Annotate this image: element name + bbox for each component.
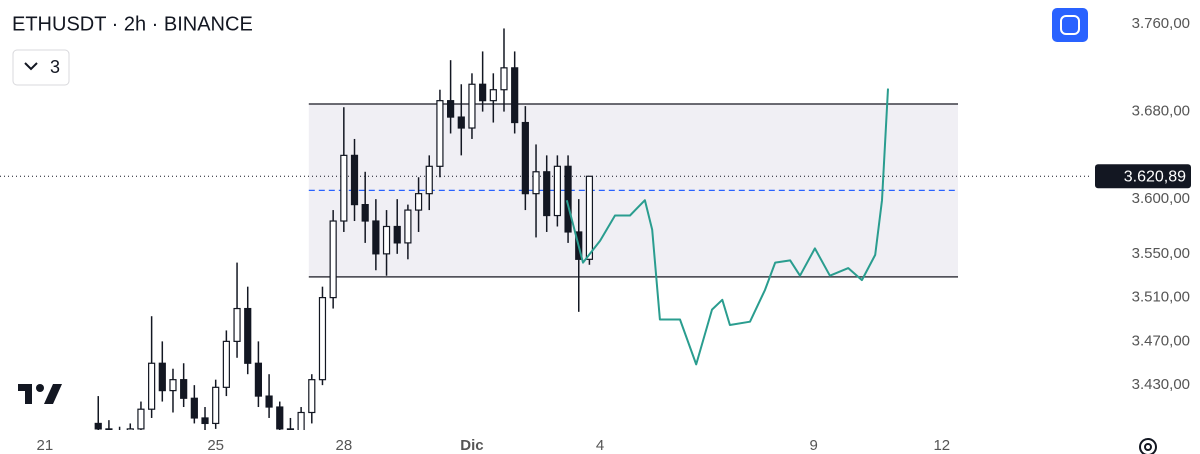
- candle-body: [105, 428, 113, 430]
- candle-body: [511, 67, 519, 124]
- candle-body: [393, 225, 401, 244]
- x-tick-label: 25: [207, 437, 224, 454]
- candle-body: [244, 307, 252, 364]
- indicator-toggle[interactable]: 3: [12, 49, 70, 86]
- button-icon: [1060, 15, 1080, 35]
- candle-body: [180, 379, 188, 399]
- candle-body: [500, 67, 508, 91]
- candle-body: [553, 165, 561, 217]
- logo-part: [44, 384, 62, 404]
- y-tick-label: 3.760,00: [1132, 15, 1190, 32]
- chart-title: ETHUSDT · 2h · BINANCE: [12, 13, 253, 35]
- y-tick-label: 3.600,00: [1132, 190, 1190, 207]
- candle-body: [297, 411, 305, 430]
- candle-body: [404, 209, 412, 244]
- candle-body: [361, 204, 369, 222]
- candle-body: [479, 83, 487, 102]
- candle-body: [169, 379, 177, 392]
- x-tick-label: 21: [37, 437, 54, 454]
- x-tick-label: 12: [933, 437, 950, 454]
- candle-body: [489, 89, 497, 102]
- tv-logo: [18, 384, 62, 404]
- gear-center: [1144, 443, 1152, 451]
- candle-body: [148, 362, 156, 410]
- y-tick-label: 3.470,00: [1132, 332, 1190, 349]
- fullscreen-button[interactable]: [1052, 8, 1088, 42]
- candle-body: [137, 408, 145, 430]
- indicator-count: 3: [50, 57, 60, 77]
- candle-body: [457, 116, 465, 129]
- candle-body: [425, 165, 433, 195]
- candle-body: [436, 100, 444, 167]
- candle-body: [276, 406, 284, 430]
- candle-body: [564, 165, 572, 233]
- candle-body: [201, 417, 209, 425]
- candle-body: [521, 121, 529, 195]
- x-tick-label: 28: [335, 437, 352, 454]
- candle-body: [329, 220, 337, 299]
- forecast-line: [565, 88, 889, 366]
- candle-body: [94, 422, 102, 430]
- logo-part: [18, 384, 32, 404]
- candle-body: [543, 171, 551, 217]
- settings-icon[interactable]: [1139, 438, 1157, 454]
- candle-body: [468, 83, 476, 129]
- candle-body: [190, 397, 198, 419]
- indicator-button[interactable]: [12, 49, 70, 86]
- last-price-badge: [1095, 164, 1191, 189]
- candle-body: [585, 175, 594, 260]
- gear[interactable]: [1139, 438, 1157, 454]
- candle-body: [350, 154, 359, 206]
- candle-body: [447, 100, 455, 118]
- last-price-label: 3.620,89: [1124, 168, 1186, 185]
- y-tick-label: 3.680,00: [1132, 103, 1190, 120]
- candle-body: [414, 193, 423, 211]
- chevron-icon: [24, 62, 38, 71]
- candle-body: [308, 379, 316, 414]
- y-tick-label: 3.430,00: [1132, 376, 1190, 393]
- candle-body: [340, 154, 348, 222]
- candle-body: [265, 395, 273, 408]
- candle-body: [222, 340, 230, 388]
- candle-body: [382, 225, 391, 255]
- candle-body: [126, 428, 134, 430]
- candle-body: [286, 428, 295, 430]
- plot-area: [0, 28, 1090, 430]
- y-tick-label: 3.550,00: [1132, 245, 1190, 262]
- y-tick-label: 3.510,00: [1132, 289, 1190, 306]
- logo-part: [36, 384, 44, 392]
- candle-body: [372, 220, 380, 255]
- candle-body: [158, 362, 166, 392]
- candle-body: [233, 307, 241, 342]
- x-tick-label: Dic: [460, 437, 483, 454]
- candle-body: [318, 297, 327, 381]
- candle-body: [254, 362, 263, 397]
- candle-body: [532, 171, 540, 195]
- candle-body: [212, 386, 220, 425]
- x-tick-label: 9: [809, 437, 817, 454]
- x-tick-label: 4: [596, 437, 604, 454]
